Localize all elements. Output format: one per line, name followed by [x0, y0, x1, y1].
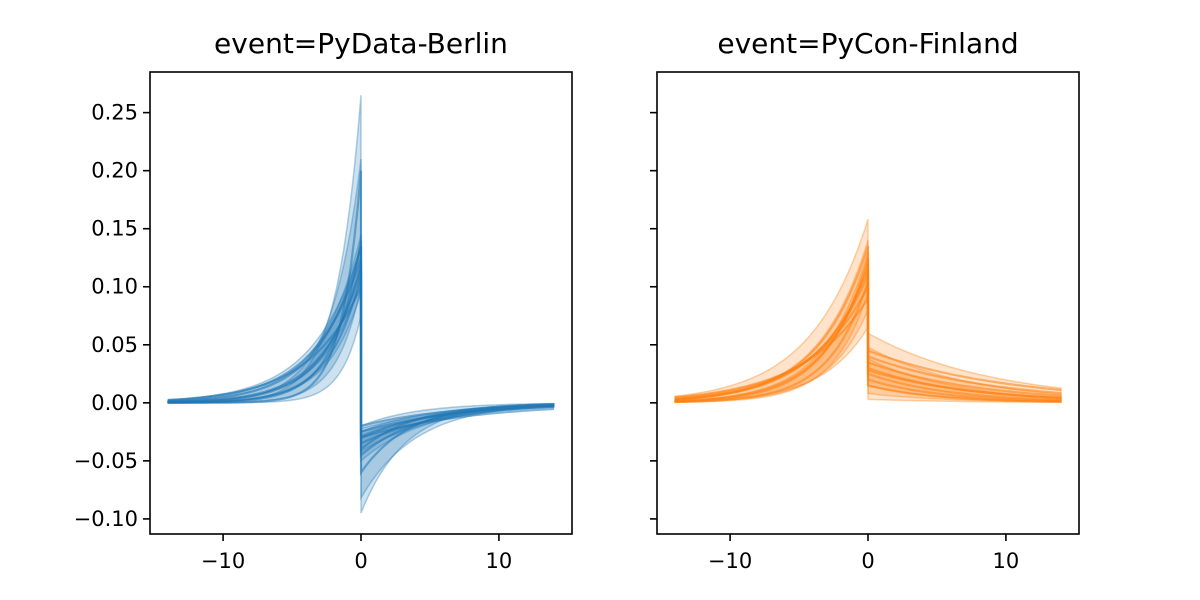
subplot-title: event=PyCon-Finland: [717, 27, 1018, 60]
tick-layer: −10 0 10 −0.10 −0.05 0.00 0.05 0.10 0.15 0.20 0.25: [74, 101, 513, 573]
subplot-pydata-berlin: event=PyData-Berlin −10 0 10 −0.10 −0.05 0.00…: [74, 27, 573, 573]
y-tick-label: 0.25: [91, 101, 138, 125]
y-tick-label: 0.05: [91, 333, 138, 357]
y-tick-label: 0.20: [91, 159, 138, 183]
line-layer: [167, 170, 555, 476]
x-tick-label: 10: [993, 549, 1020, 573]
series-line-7: [674, 268, 1062, 401]
x-tick-label: −10: [708, 549, 752, 573]
line-layer: [674, 245, 1062, 404]
x-tick-label: 10: [486, 549, 513, 573]
tick-layer: −10 0 10: [650, 111, 1020, 573]
series-line-7: [167, 268, 555, 428]
x-tick-label: 0: [861, 549, 874, 573]
subplot-title: event=PyData-Berlin: [214, 27, 508, 60]
y-tick-label: −0.10: [74, 507, 138, 531]
y-tick-label: 0.15: [91, 217, 138, 241]
y-tick-label: 0.00: [91, 391, 138, 415]
x-tick-label: −10: [201, 549, 245, 573]
y-tick-label: 0.10: [91, 275, 138, 299]
subplot-pycon-finland: event=PyCon-Finland −10 0 10: [650, 27, 1080, 573]
x-tick-label: 0: [354, 549, 367, 573]
y-tick-label: −0.05: [74, 449, 138, 473]
